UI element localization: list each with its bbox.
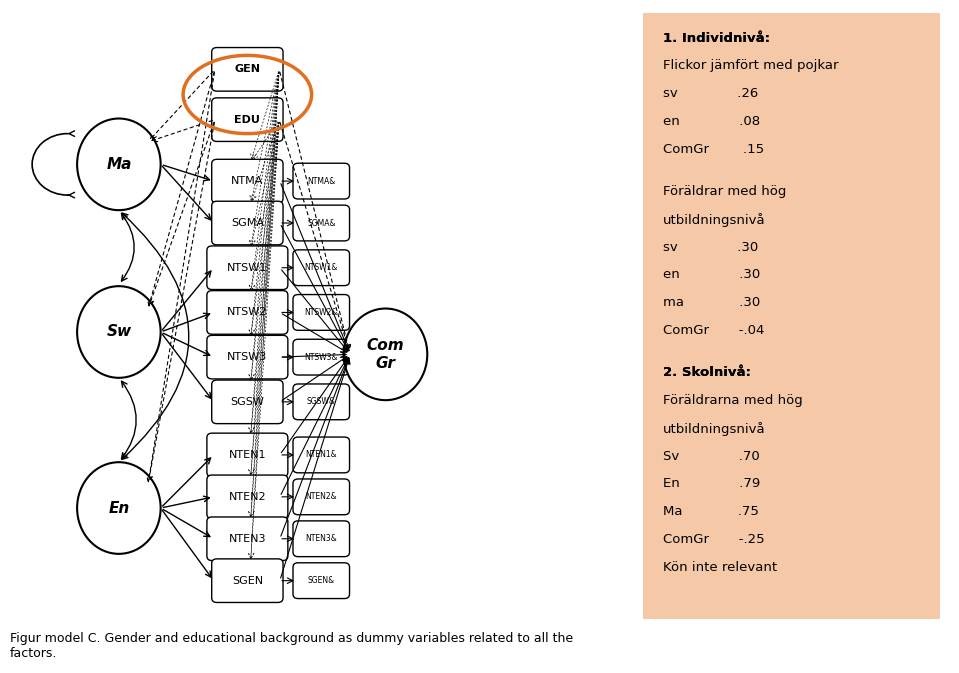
- Text: SGMA&: SGMA&: [307, 219, 336, 227]
- FancyBboxPatch shape: [207, 433, 288, 476]
- FancyBboxPatch shape: [293, 295, 349, 330]
- FancyBboxPatch shape: [293, 521, 349, 557]
- Text: sv              .30: sv .30: [664, 241, 759, 254]
- Text: Ma             .75: Ma .75: [664, 505, 760, 518]
- Text: 1. Individnivå:: 1. Individnivå:: [664, 32, 770, 44]
- Text: Figur model C. Gender and educational background as dummy variables related to a: Figur model C. Gender and educational ba…: [10, 631, 573, 660]
- Text: NTEN1: NTEN1: [228, 450, 267, 460]
- Text: en              .30: en .30: [664, 269, 760, 281]
- Text: Sv              .70: Sv .70: [664, 450, 760, 462]
- Text: utbildningsnivå: utbildningsnivå: [664, 422, 766, 435]
- Text: ComGr       -.04: ComGr -.04: [664, 324, 764, 337]
- Text: Föräldrar med hög: Föräldrar med hög: [664, 185, 786, 198]
- Text: Kön inte relevant: Kön inte relevant: [664, 561, 778, 574]
- Text: EDU: EDU: [234, 114, 260, 125]
- Text: NTEN2: NTEN2: [228, 492, 267, 502]
- FancyBboxPatch shape: [293, 339, 349, 375]
- Ellipse shape: [77, 118, 161, 210]
- FancyBboxPatch shape: [212, 98, 283, 141]
- Ellipse shape: [343, 308, 428, 400]
- FancyBboxPatch shape: [293, 479, 349, 515]
- Text: Föräldrarna med hög: Föräldrarna med hög: [664, 394, 803, 407]
- Text: Ma: Ma: [106, 157, 131, 172]
- Text: 1. Individnivå:: 1. Individnivå:: [664, 32, 770, 44]
- Text: ComGr       -.25: ComGr -.25: [664, 533, 765, 546]
- Text: SGSW: SGSW: [230, 397, 265, 407]
- Text: NTSW2&: NTSW2&: [305, 308, 338, 317]
- Text: SGEN&: SGEN&: [308, 576, 335, 585]
- FancyBboxPatch shape: [207, 335, 288, 379]
- FancyBboxPatch shape: [293, 437, 349, 473]
- Text: 2. Skolnivå:: 2. Skolnivå:: [664, 366, 751, 379]
- Text: NTSW1&: NTSW1&: [305, 263, 338, 272]
- Text: SGEN: SGEN: [232, 575, 263, 586]
- Ellipse shape: [77, 462, 161, 554]
- FancyBboxPatch shape: [640, 7, 943, 625]
- Text: SGSW&: SGSW&: [307, 397, 336, 406]
- Text: NTEN1&: NTEN1&: [306, 450, 337, 460]
- Text: ma             .30: ma .30: [664, 296, 760, 310]
- FancyBboxPatch shape: [207, 475, 288, 519]
- FancyBboxPatch shape: [293, 250, 349, 285]
- Text: NTSW3: NTSW3: [227, 352, 268, 362]
- FancyBboxPatch shape: [212, 160, 283, 203]
- Text: Flickor jämfört med pojkar: Flickor jämfört med pojkar: [664, 59, 839, 73]
- Text: 2. Skolnivå:: 2. Skolnivå:: [664, 366, 751, 379]
- Text: SGMA: SGMA: [231, 218, 264, 228]
- Text: NTSW1: NTSW1: [227, 262, 268, 273]
- Text: NTSW2: NTSW2: [227, 308, 268, 318]
- Text: Com
Gr: Com Gr: [366, 338, 405, 371]
- Text: En: En: [108, 501, 129, 516]
- Text: utbildningsnivå: utbildningsnivå: [664, 213, 766, 227]
- FancyBboxPatch shape: [207, 517, 288, 561]
- FancyBboxPatch shape: [212, 48, 283, 91]
- Text: sv              .26: sv .26: [664, 87, 759, 100]
- Ellipse shape: [77, 286, 161, 378]
- Text: ComGr        .15: ComGr .15: [664, 143, 764, 156]
- Text: Sw: Sw: [106, 324, 131, 339]
- FancyBboxPatch shape: [293, 384, 349, 420]
- FancyBboxPatch shape: [293, 164, 349, 199]
- Text: En              .79: En .79: [664, 477, 760, 491]
- FancyBboxPatch shape: [293, 563, 349, 598]
- Text: NTSW3&: NTSW3&: [305, 353, 338, 361]
- FancyBboxPatch shape: [212, 559, 283, 602]
- FancyBboxPatch shape: [212, 380, 283, 423]
- Text: NTEN2&: NTEN2&: [306, 493, 337, 501]
- Text: en              .08: en .08: [664, 115, 760, 129]
- FancyBboxPatch shape: [293, 205, 349, 241]
- Text: NTMA&: NTMA&: [307, 176, 336, 186]
- Text: NTEN3: NTEN3: [228, 534, 267, 544]
- FancyBboxPatch shape: [207, 291, 288, 334]
- Text: NTMA: NTMA: [231, 176, 264, 186]
- Text: GEN: GEN: [234, 65, 261, 74]
- FancyBboxPatch shape: [207, 246, 288, 289]
- FancyBboxPatch shape: [212, 201, 283, 245]
- Text: NTEN3&: NTEN3&: [305, 534, 338, 543]
